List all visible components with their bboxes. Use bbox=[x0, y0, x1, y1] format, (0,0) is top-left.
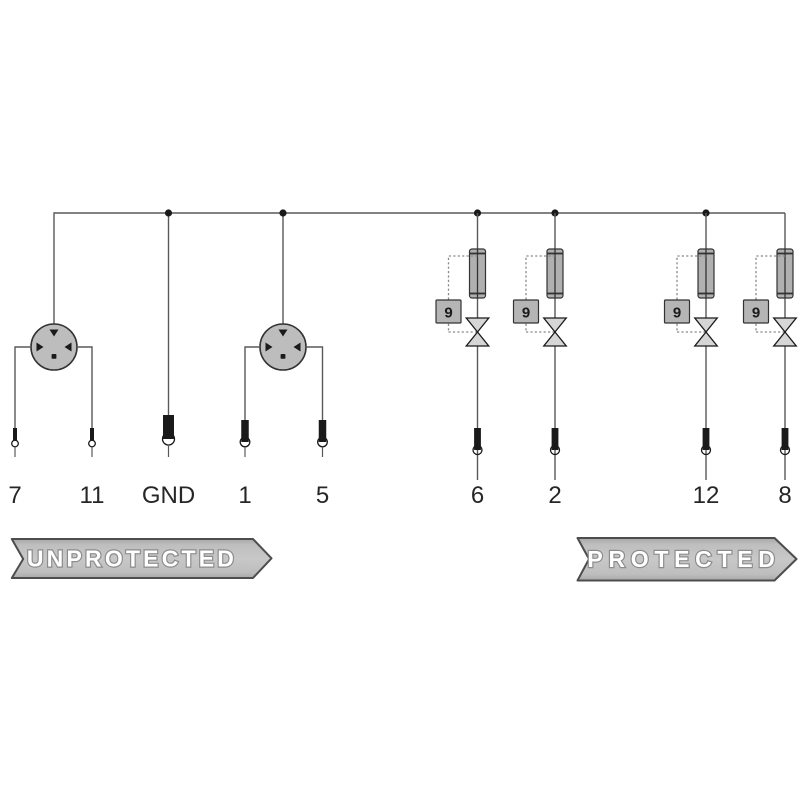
svg-text:12: 12 bbox=[693, 482, 720, 509]
svg-text:5: 5 bbox=[316, 482, 329, 509]
svg-text:8: 8 bbox=[778, 482, 791, 509]
svg-text:1: 1 bbox=[238, 482, 251, 509]
svg-text:6: 6 bbox=[471, 482, 484, 509]
svg-text:11: 11 bbox=[80, 482, 105, 509]
svg-text:PROTECTED: PROTECTED bbox=[587, 546, 780, 572]
svg-text:GND: GND bbox=[142, 482, 195, 509]
svg-text:UNPROTECTED: UNPROTECTED bbox=[27, 546, 237, 572]
svg-text:2: 2 bbox=[548, 482, 561, 509]
svg-text:7: 7 bbox=[8, 482, 21, 509]
